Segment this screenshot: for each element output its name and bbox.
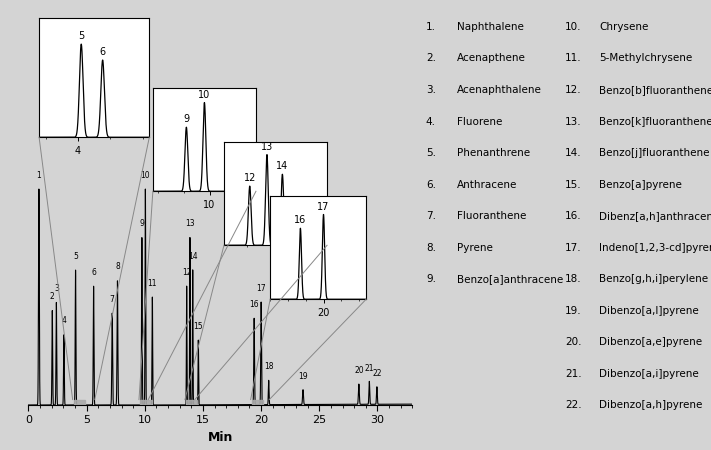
Text: Benzo[a]anthracene: Benzo[a]anthracene [457,274,563,284]
Text: 11.: 11. [565,54,582,63]
Text: Benzo[b]fluoranthene: Benzo[b]fluoranthene [599,85,711,95]
Text: 10.: 10. [565,22,582,32]
Text: Dibenzo[a,h]pyrene: Dibenzo[a,h]pyrene [599,400,702,410]
Text: 5-Methylchrysene: 5-Methylchrysene [599,54,693,63]
Text: Benzo[a]pyrene: Benzo[a]pyrene [599,180,683,189]
Text: 10: 10 [141,171,150,180]
Text: 12.: 12. [565,85,582,95]
Text: Pyrene: Pyrene [457,243,493,253]
Bar [74,400,85,405]
Text: 13: 13 [261,142,273,152]
Text: Acenapthene: Acenapthene [457,54,526,63]
Text: 1.: 1. [426,22,436,32]
Text: 17: 17 [257,284,266,293]
Text: 22.: 22. [565,400,582,410]
Text: 20: 20 [354,366,363,375]
Text: 15: 15 [193,322,203,331]
Text: 13.: 13. [565,117,582,126]
Text: 9: 9 [183,114,189,124]
Text: 18.: 18. [565,274,582,284]
Bar [186,400,197,405]
Text: 2.: 2. [426,54,436,63]
Text: 4.: 4. [426,117,436,126]
Text: Chrysene: Chrysene [599,22,648,32]
Text: 6.: 6. [426,180,436,189]
Text: Benzo[g,h,i]perylene: Benzo[g,h,i]perylene [599,274,708,284]
Text: Phenanthrene: Phenanthrene [457,148,530,158]
Text: 14: 14 [277,161,289,171]
Text: Fluoranthene: Fluoranthene [457,211,527,221]
Text: Benzo[j]fluoranthene: Benzo[j]fluoranthene [599,148,710,158]
Text: 10: 10 [198,90,210,99]
Text: Dibenzo[a,e]pyrene: Dibenzo[a,e]pyrene [599,338,702,347]
Text: 11: 11 [148,279,157,288]
Text: Benzo[k]fluoranthene: Benzo[k]fluoranthene [599,117,711,126]
Text: 12: 12 [244,173,256,183]
Bar [252,400,264,405]
Text: 19: 19 [298,372,308,381]
Text: 17.: 17. [565,243,582,253]
Text: 14.: 14. [565,148,582,158]
Bar [140,400,151,405]
Text: 16: 16 [250,300,259,309]
Text: 14: 14 [188,252,198,261]
Text: 1: 1 [36,171,41,180]
Text: 6: 6 [91,268,96,277]
Text: 21.: 21. [565,369,582,379]
Text: 19.: 19. [565,306,582,316]
Text: 3.: 3. [426,85,436,95]
Text: Dibenzo[a,l]pyrene: Dibenzo[a,l]pyrene [599,306,699,316]
Text: 18: 18 [264,362,274,371]
Text: Anthracene: Anthracene [457,180,518,189]
Text: 22: 22 [372,369,382,378]
Text: 16.: 16. [565,211,582,221]
Text: Indeno[1,2,3-cd]pyrene: Indeno[1,2,3-cd]pyrene [599,243,711,253]
Text: 2: 2 [50,292,55,301]
Text: Dibenz[a,h]anthracene: Dibenz[a,h]anthracene [599,211,711,221]
Text: 17: 17 [317,202,330,211]
Text: 8.: 8. [426,243,436,253]
Text: Dibenzo[a,i]pyrene: Dibenzo[a,i]pyrene [599,369,699,379]
Text: 7: 7 [109,295,114,304]
Text: 13: 13 [185,219,195,228]
Text: 4: 4 [61,316,66,325]
Text: 6: 6 [100,47,106,57]
Text: 5: 5 [73,252,78,261]
Text: 16: 16 [294,215,306,225]
Text: Fluorene: Fluorene [457,117,503,126]
Text: 7.: 7. [426,211,436,221]
Text: Naphthalene: Naphthalene [457,22,524,32]
Text: 21: 21 [365,364,374,373]
Text: 20.: 20. [565,338,582,347]
Text: 9.: 9. [426,274,436,284]
Text: 5.: 5. [426,148,436,158]
X-axis label: Min: Min [208,431,233,444]
Text: 8: 8 [115,262,120,271]
Text: Acenaphthalene: Acenaphthalene [457,85,542,95]
Text: 15.: 15. [565,180,582,189]
Text: 9: 9 [139,219,144,228]
Text: 3: 3 [54,284,59,293]
Text: 5: 5 [78,31,85,40]
Text: 12: 12 [182,268,191,277]
